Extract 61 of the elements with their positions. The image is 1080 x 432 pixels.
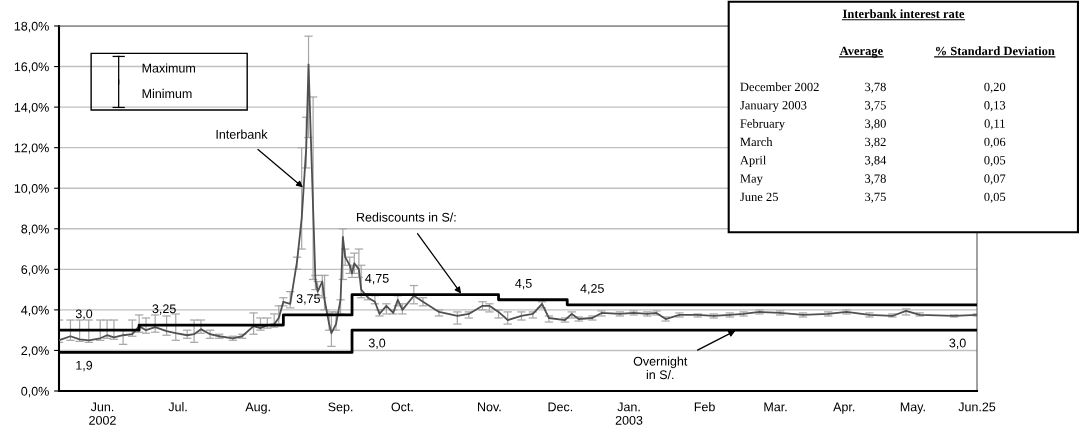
data-label: 4,25	[580, 284, 604, 295]
data-label: 3,25	[152, 304, 176, 315]
y-tick-label: 2,0%	[21, 346, 49, 357]
data-label: 3,80	[865, 119, 886, 130]
data-label: 3,0	[75, 309, 93, 320]
x-tick-label: Dec.	[548, 402, 573, 412]
series-label: Average	[839, 46, 883, 58]
annotation: Interbank	[216, 129, 268, 139]
y-tick-label: 14,0%	[14, 102, 49, 114]
data-label: 3,0	[368, 338, 386, 349]
data-label: 3,0	[949, 338, 966, 349]
y-tick-label: 12,0%	[14, 143, 49, 154]
data-label: 4,5	[515, 279, 532, 290]
x-tick-label: Mar.	[764, 402, 787, 412]
y-tick-label: 6,0%	[21, 265, 49, 276]
data-label: 3,75	[865, 192, 886, 203]
x-tick-label: Sep.	[328, 402, 353, 414]
data-label: 3,82	[865, 137, 886, 148]
x-tick-label: Oct.	[391, 402, 413, 412]
y-tick-label: 16,0%	[14, 62, 49, 73]
category-label: December 2002	[740, 82, 819, 92]
annotation: Rediscounts in S/:	[357, 212, 456, 222]
data-label: 4,75	[365, 274, 389, 285]
x-tick-label: Jul.	[168, 402, 187, 412]
data-label: 3,84	[865, 156, 887, 167]
data-label: 3,75	[865, 101, 886, 112]
x-tick-label: Jan. 2003	[615, 402, 643, 425]
x-tick-label: Jun. 2002	[89, 402, 116, 425]
data-label: 0,13	[984, 101, 1006, 112]
annotation: Minimum	[142, 88, 192, 99]
data-label: 0,05	[984, 192, 1006, 203]
data-label: 0,11	[984, 119, 1005, 130]
text: Interbank interest rate	[842, 9, 965, 19]
y-tick-label: 10,0%	[14, 184, 49, 195]
y-tick-label: 8,0%	[21, 224, 49, 235]
category-label: May	[740, 174, 763, 186]
data-label: 0,07	[984, 174, 1006, 185]
x-tick-label: May.	[900, 402, 925, 414]
data-label: 0,20	[984, 82, 1006, 93]
annotation: Maximum	[142, 63, 195, 73]
category-label: February	[740, 118, 786, 131]
category-label: June 25	[740, 192, 778, 202]
data-label: 3,75	[296, 294, 320, 305]
data-label: 3,78	[865, 82, 886, 93]
data-label: 0,06	[984, 137, 1006, 148]
category-label: January 2003	[740, 100, 807, 112]
x-tick-label: Feb	[694, 402, 715, 412]
y-tick-label: 0,0%	[21, 386, 49, 398]
x-tick-label: Apr.	[833, 402, 855, 414]
y-tick-label: 18,0%	[14, 21, 49, 33]
x-tick-label: Jun.25	[958, 402, 996, 412]
annotation: Overnight in S/.	[633, 356, 688, 380]
x-tick-label: Aug.	[245, 402, 270, 414]
category-label: March	[740, 137, 773, 147]
text: % Standard Deviation	[935, 46, 1055, 56]
data-label: 1,9	[76, 360, 93, 372]
y-tick-label: 4,0%	[21, 305, 49, 317]
data-label: 0,05	[984, 156, 1006, 167]
x-tick-label: Nov.	[478, 402, 501, 412]
data-label: 3,78	[865, 174, 886, 185]
category-label: April	[740, 155, 767, 167]
